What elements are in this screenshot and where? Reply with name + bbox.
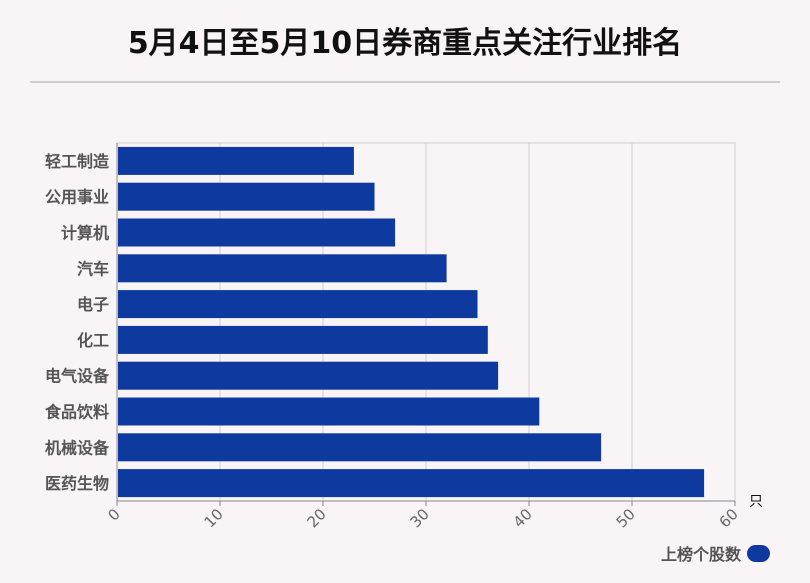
bar[interactable] bbox=[118, 182, 375, 211]
bar[interactable] bbox=[118, 433, 602, 462]
bar[interactable] bbox=[118, 397, 540, 426]
category-label: 公用事业 bbox=[45, 188, 109, 207]
bar[interactable] bbox=[118, 361, 499, 390]
bar[interactable] bbox=[118, 146, 354, 175]
x-tick-label: 20 bbox=[304, 505, 330, 531]
category-label: 计算机 bbox=[61, 224, 109, 243]
bar[interactable] bbox=[118, 290, 478, 319]
x-tick-label: 60 bbox=[716, 505, 742, 531]
x-tick-labels: 0 10 20 30 40 50 60 bbox=[104, 505, 741, 531]
category-label: 化工 bbox=[77, 331, 109, 350]
category-label: 机械设备 bbox=[45, 438, 110, 457]
chart-title: 5月4日至5月10日券商重点关注行业排名 bbox=[127, 26, 683, 61]
bar[interactable] bbox=[118, 254, 447, 283]
category-label: 电气设备 bbox=[45, 367, 110, 386]
x-tick-label: 30 bbox=[407, 505, 433, 531]
x-unit-label: 只 bbox=[749, 494, 763, 510]
x-tick-label: 50 bbox=[613, 505, 639, 531]
bar[interactable] bbox=[118, 469, 705, 498]
bar-layer bbox=[118, 146, 705, 498]
category-label: 医药生物 bbox=[45, 474, 109, 493]
legend-swatch bbox=[747, 544, 770, 562]
category-label: 轻工制造 bbox=[45, 152, 110, 171]
x-tick-label: 0 bbox=[104, 505, 123, 524]
bar[interactable] bbox=[118, 218, 396, 247]
legend[interactable]: 上榜个股数 bbox=[661, 541, 770, 565]
title-divider bbox=[30, 81, 780, 83]
category-label: 食品饮料 bbox=[44, 403, 109, 422]
legend-label: 上榜个股数 bbox=[660, 545, 741, 564]
category-label: 电子 bbox=[77, 295, 109, 314]
bar[interactable] bbox=[118, 325, 488, 354]
x-tick-label: 10 bbox=[201, 505, 227, 531]
x-tick-label: 40 bbox=[510, 505, 536, 531]
category-label: 汽车 bbox=[77, 259, 109, 278]
